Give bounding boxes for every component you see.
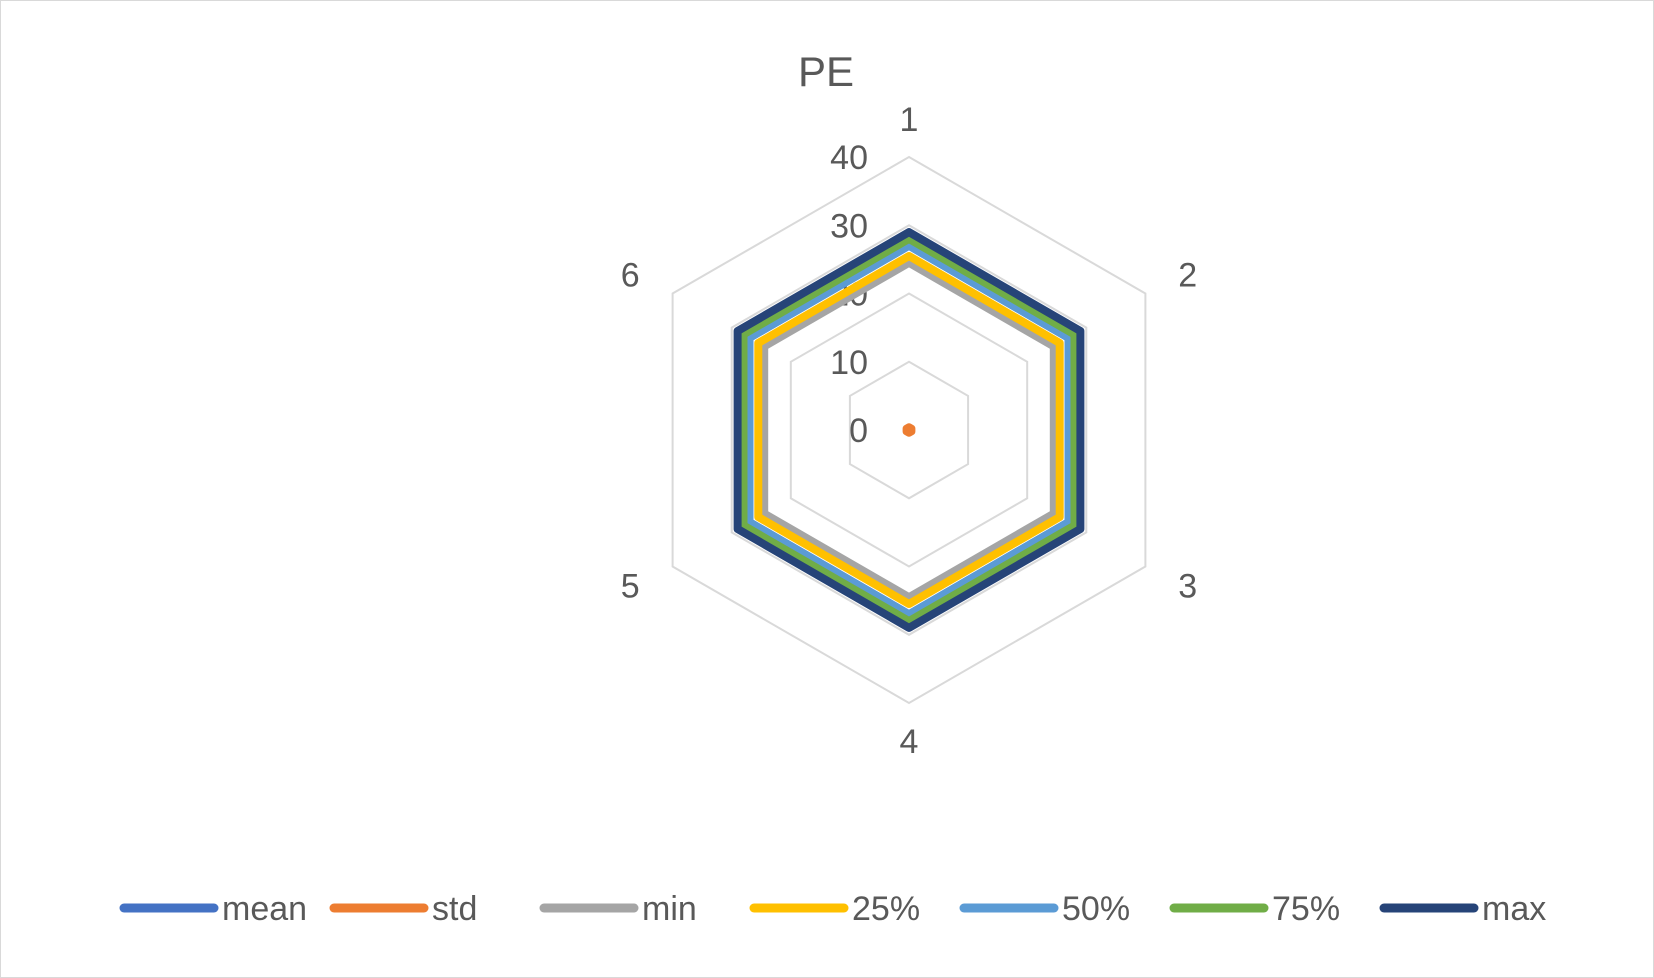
- legend-label: min: [642, 890, 697, 928]
- tick-label: 30: [830, 207, 868, 245]
- legend-label: 75%: [1272, 890, 1340, 928]
- legend-label: max: [1482, 890, 1546, 928]
- legend-label: std: [432, 890, 477, 928]
- category-label: 1: [900, 101, 919, 139]
- chart-title: PE: [798, 48, 854, 95]
- tick-label: 0: [849, 412, 868, 450]
- series-line: [733, 228, 1085, 632]
- series-line: [739, 234, 1079, 626]
- series-lines: [733, 228, 1085, 632]
- tick-label: 40: [830, 139, 868, 177]
- category-label: 2: [1178, 257, 1197, 295]
- legend-label: 25%: [852, 890, 920, 928]
- series-line: [745, 241, 1073, 619]
- grid-ring: [848, 360, 970, 500]
- category-label: 6: [621, 257, 640, 295]
- grid-ring: [671, 155, 1147, 705]
- category-label: 5: [621, 568, 640, 606]
- series-line: [754, 252, 1064, 608]
- category-labels: 1 2 3 4 5 6: [621, 101, 1197, 761]
- legend: mean std min 25% 50% 75% max: [119, 890, 1546, 928]
- legend-label: mean: [222, 890, 307, 928]
- grid-ring: [789, 292, 1029, 568]
- radar-grid: [671, 155, 1147, 705]
- series-line: [902, 423, 916, 437]
- series-line: [760, 258, 1058, 602]
- legend-label: 50%: [1062, 890, 1130, 928]
- category-label: 3: [1178, 568, 1197, 606]
- grid-ring: [730, 224, 1088, 636]
- category-label: 4: [900, 723, 919, 761]
- tick-label: 10: [830, 344, 868, 382]
